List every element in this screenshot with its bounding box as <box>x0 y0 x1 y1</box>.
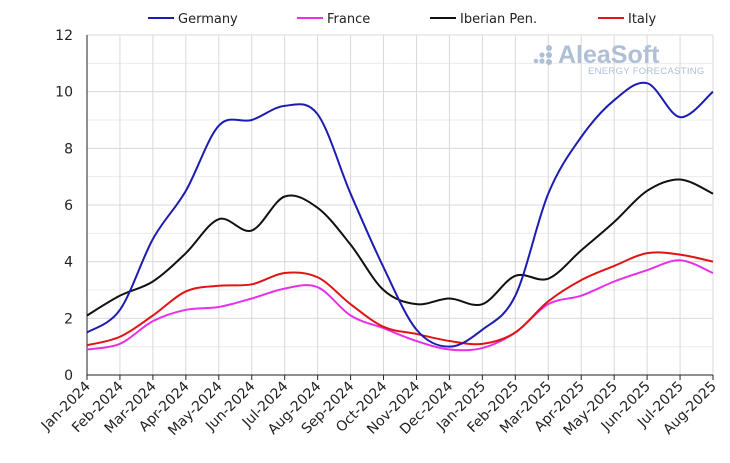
watermark-tagline: ENERGY FORECASTING <box>588 66 705 77</box>
legend-label: France <box>327 12 370 27</box>
series-line-italy <box>86 251 714 347</box>
y-tick-label: 8 <box>64 141 73 157</box>
y-tick-label: 12 <box>55 28 73 44</box>
y-tick-label: 4 <box>64 255 73 271</box>
watermark-brand: AleaSoft <box>558 41 660 69</box>
legend-item-france: France <box>297 12 370 27</box>
legend-label: Germany <box>178 12 238 27</box>
axes <box>86 35 714 380</box>
aleasoft-watermark: AleaSoft ENERGY FORECASTING <box>533 41 705 77</box>
legend-label: Italy <box>628 12 657 27</box>
aleasoft-logo-icon <box>533 45 552 65</box>
y-axis-tick-labels: 0 2 4 6 8 10 12 <box>55 28 73 384</box>
series-line-france <box>86 259 714 352</box>
series-line-germany <box>86 81 714 348</box>
y-tick-label: 10 <box>55 85 73 101</box>
y-tick-label: 2 <box>64 311 73 327</box>
legend: Germany France Iberian Pen. Italy <box>148 12 657 27</box>
legend-label: Iberian Pen. <box>460 12 537 27</box>
legend-item-germany: Germany <box>148 12 238 27</box>
legend-item-italy: Italy <box>598 12 657 27</box>
legend-item-iberian-pen: Iberian Pen. <box>430 12 537 27</box>
series-lines <box>86 81 714 352</box>
y-tick-label: 0 <box>64 368 73 384</box>
y-tick-label: 6 <box>64 198 73 214</box>
